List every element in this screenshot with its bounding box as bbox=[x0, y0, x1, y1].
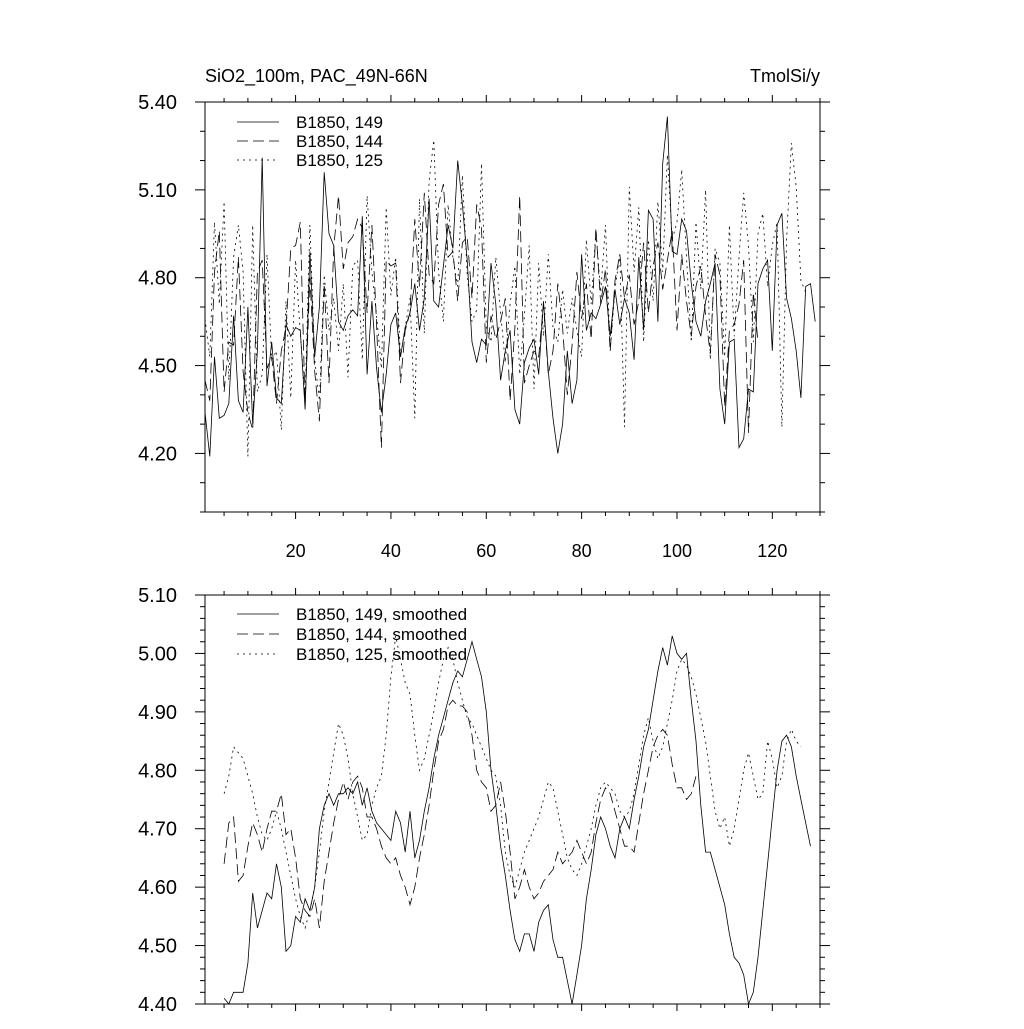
series-line-2 bbox=[205, 183, 759, 448]
legend-label-3: B1850, 125 bbox=[296, 151, 383, 170]
y-tick-label: 4.50 bbox=[138, 356, 177, 378]
x-tick-label: 120 bbox=[757, 541, 787, 561]
y-tick-label: 4.20 bbox=[138, 443, 177, 465]
y-tick-label: 4.50 bbox=[138, 936, 177, 958]
y-tick-label: 4.60 bbox=[138, 877, 177, 899]
y-tick-label: 5.10 bbox=[138, 585, 177, 607]
x-tick-label: 100 bbox=[662, 541, 692, 561]
legend-label-2: B1850, 144 bbox=[296, 132, 383, 151]
legend-label-1: B1850, 149, smoothed bbox=[296, 605, 467, 624]
y-tick-label: 5.10 bbox=[138, 180, 177, 202]
series-line-3 bbox=[223, 635, 802, 930]
x-tick-label: 20 bbox=[286, 541, 306, 561]
x-tick-label: 40 bbox=[381, 541, 401, 561]
bottom-panel: 4.40 4.50 4.60 4.70 4.80 4.90 5.00 5.10 B1850, 1… bbox=[138, 585, 830, 1016]
legend-label-1: B1850, 149 bbox=[296, 113, 383, 132]
y-tick-label: 5.40 bbox=[138, 92, 177, 114]
y-tick-label: 5.00 bbox=[138, 643, 177, 665]
series-line-2 bbox=[223, 699, 697, 929]
y-tick-label: 4.70 bbox=[138, 819, 177, 841]
legend-label-3: B1850, 125, smoothed bbox=[296, 645, 467, 664]
y-tick-label: 4.80 bbox=[138, 760, 177, 782]
top-panel: 20 40 60 80 100 120 4.20 4.50 4.80 5.10 5.40 B1850,… bbox=[138, 92, 830, 561]
plot-frame bbox=[204, 594, 821, 1005]
chart-title: SiO2_100m, PAC_49N-66N bbox=[205, 66, 428, 87]
y-tick-label: 4.90 bbox=[138, 702, 177, 724]
y-tick-label: 4.80 bbox=[138, 268, 177, 290]
y-tick-label: 4.40 bbox=[138, 994, 177, 1016]
legend-label-2: B1850, 144, smoothed bbox=[296, 625, 467, 644]
x-tick-label: 60 bbox=[476, 541, 496, 561]
units-label: TmolSi/y bbox=[750, 66, 820, 86]
series-line-1 bbox=[223, 635, 811, 1004]
x-tick-label: 80 bbox=[572, 541, 592, 561]
